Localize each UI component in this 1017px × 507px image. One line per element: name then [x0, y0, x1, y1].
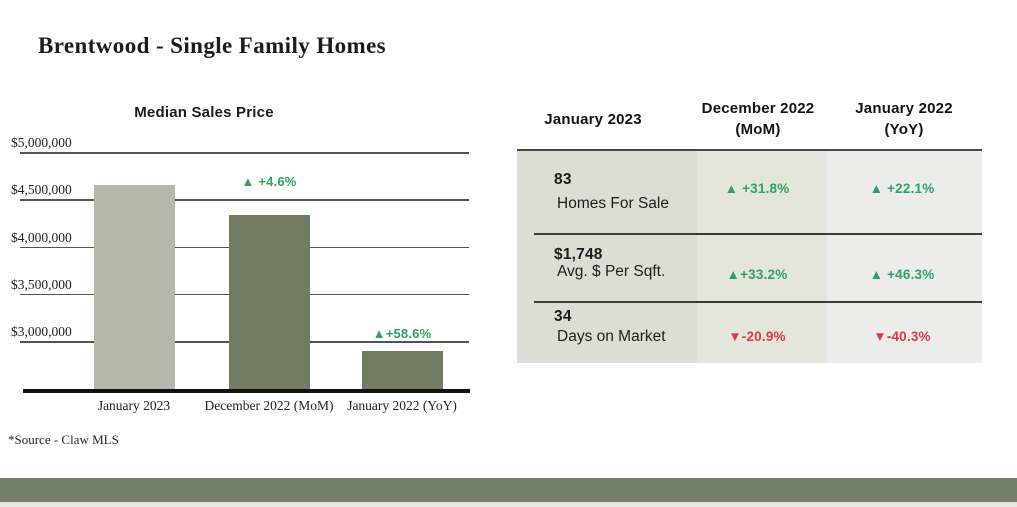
row-divider [534, 301, 982, 303]
header-line: January 2022 [855, 100, 953, 117]
metric-label: Homes For Sale [557, 195, 669, 212]
source-note: *Source - Claw MLS [8, 432, 119, 447]
mom-change: ▼-20.9% [728, 329, 786, 344]
x-axis-line [23, 389, 470, 393]
row-divider [534, 233, 982, 235]
bar-december-2022-mom- [228, 215, 310, 391]
column-background-yoy [827, 151, 982, 363]
chart-title: Median Sales Price [134, 104, 274, 121]
header-line: December 2022 [701, 100, 815, 117]
yoy-change: ▲ +22.1% [869, 181, 935, 196]
y-axis-tick-label: $4,500,000 [11, 182, 72, 198]
column-background-mom [697, 151, 827, 363]
mom-change: ▲+33.2% [726, 267, 788, 282]
header-line: (MoM) [735, 121, 781, 138]
x-axis-label: January 2023 [97, 398, 171, 413]
column-background-current [517, 151, 697, 363]
y-axis-tick-label: $5,000,000 [11, 135, 72, 150]
table-header-current: January 2023 [517, 109, 669, 130]
y-axis-tick-label: $3,500,000 [11, 276, 72, 292]
table-header-mom: December 2022 (MoM) [682, 98, 834, 140]
header-line: January 2023 [544, 111, 642, 128]
mom-change: ▲ +31.8% [724, 181, 790, 196]
y-axis-tick-label: $3,000,000 [11, 324, 72, 340]
y-axis-tick-label: $4,000,000 [11, 229, 72, 245]
yoy-change: ▲ +46.3% [869, 267, 935, 282]
metric-label: Avg. $ Per Sqft. [557, 263, 666, 280]
table-header-yoy: January 2022 (YoY) [828, 98, 980, 140]
yoy-change: ▼-40.3% [873, 329, 931, 344]
x-axis-label: December 2022 (MoM) [204, 398, 334, 413]
footer-bottom-strip [0, 502, 1017, 507]
bar-change-annotation: ▲ +4.6% [241, 174, 297, 190]
bar-january-2022-yoy- [361, 350, 443, 391]
gridline [20, 199, 469, 201]
metric-value: 83 [554, 171, 572, 188]
median-sales-price-chart: Median Sales Price $5,000,000 $4,500,000 $… [0, 0, 500, 460]
stats-table: 83 Homes For Sale ▲ +31.8% ▲ +22.1% $1,748 Av… [517, 149, 982, 363]
gridline [20, 152, 469, 154]
footer-accent-bar [0, 478, 1017, 502]
x-axis-label: January 2022 (YoY) [347, 398, 457, 413]
header-line: (YoY) [884, 121, 924, 138]
bar-change-annotation: ▲+58.6% [372, 325, 432, 341]
metric-value: 34 [554, 308, 572, 325]
page-title: Brentwood - Single Family Homes [38, 33, 387, 58]
metric-value: $1,748 [554, 246, 603, 263]
metric-label: Days on Market [557, 328, 666, 345]
bar-january-2023 [93, 185, 175, 391]
